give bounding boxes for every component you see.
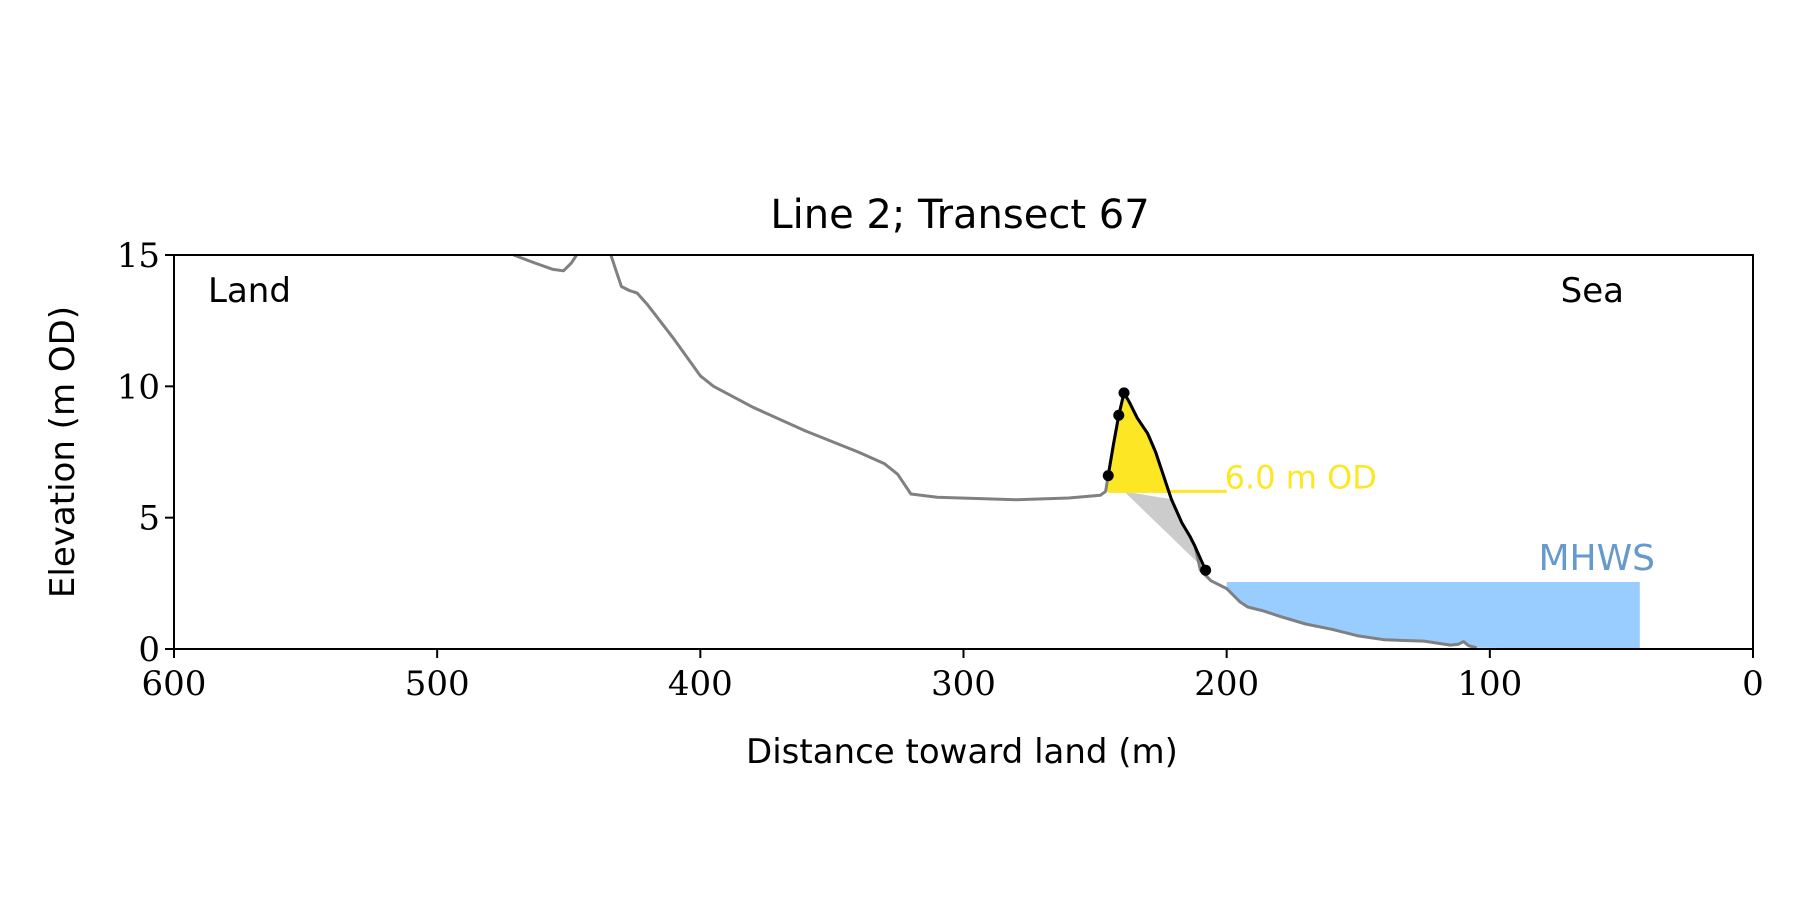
marker-layer (1102, 387, 1212, 576)
sea-label: Sea (1561, 271, 1624, 311)
x-tick-label: 400 (668, 664, 733, 704)
chart-title: Line 2; Transect 67 (770, 192, 1149, 238)
dune-marker-1 (1102, 470, 1114, 482)
x-tick-label: 0 (1742, 664, 1764, 704)
y-axis-ticks: 0 5 10 15 (117, 236, 174, 670)
x-axis-ticks: 600 500 400 300 200 100 0 (142, 649, 1764, 704)
below-threshold-area (1124, 491, 1206, 571)
x-tick-label: 500 (405, 664, 470, 704)
dune-marker-3 (1118, 387, 1130, 399)
x-tick-label: 100 (1457, 664, 1522, 704)
x-tick-label: 300 (931, 664, 996, 704)
y-tick-label: 15 (117, 236, 160, 276)
y-tick-label: 5 (138, 499, 160, 539)
threshold-label: 6.0 m OD (1225, 458, 1377, 496)
fill-layer (1105, 392, 1640, 649)
dune-marker-2 (1113, 409, 1125, 421)
mhws-water-area (1226, 582, 1640, 649)
dune-marker-4 (1200, 564, 1212, 576)
land-label: Land (208, 271, 291, 311)
y-tick-label: 0 (138, 630, 160, 670)
x-tick-label: 600 (142, 664, 207, 704)
y-axis-label: Elevation (m OD) (43, 306, 83, 598)
mhws-label: MHWS (1538, 538, 1655, 579)
y-tick-label: 10 (117, 367, 160, 407)
profile-line-1 (512, 253, 578, 273)
x-tick-label: 200 (1194, 664, 1259, 704)
x-axis-label: Distance toward land (m) (746, 732, 1178, 772)
